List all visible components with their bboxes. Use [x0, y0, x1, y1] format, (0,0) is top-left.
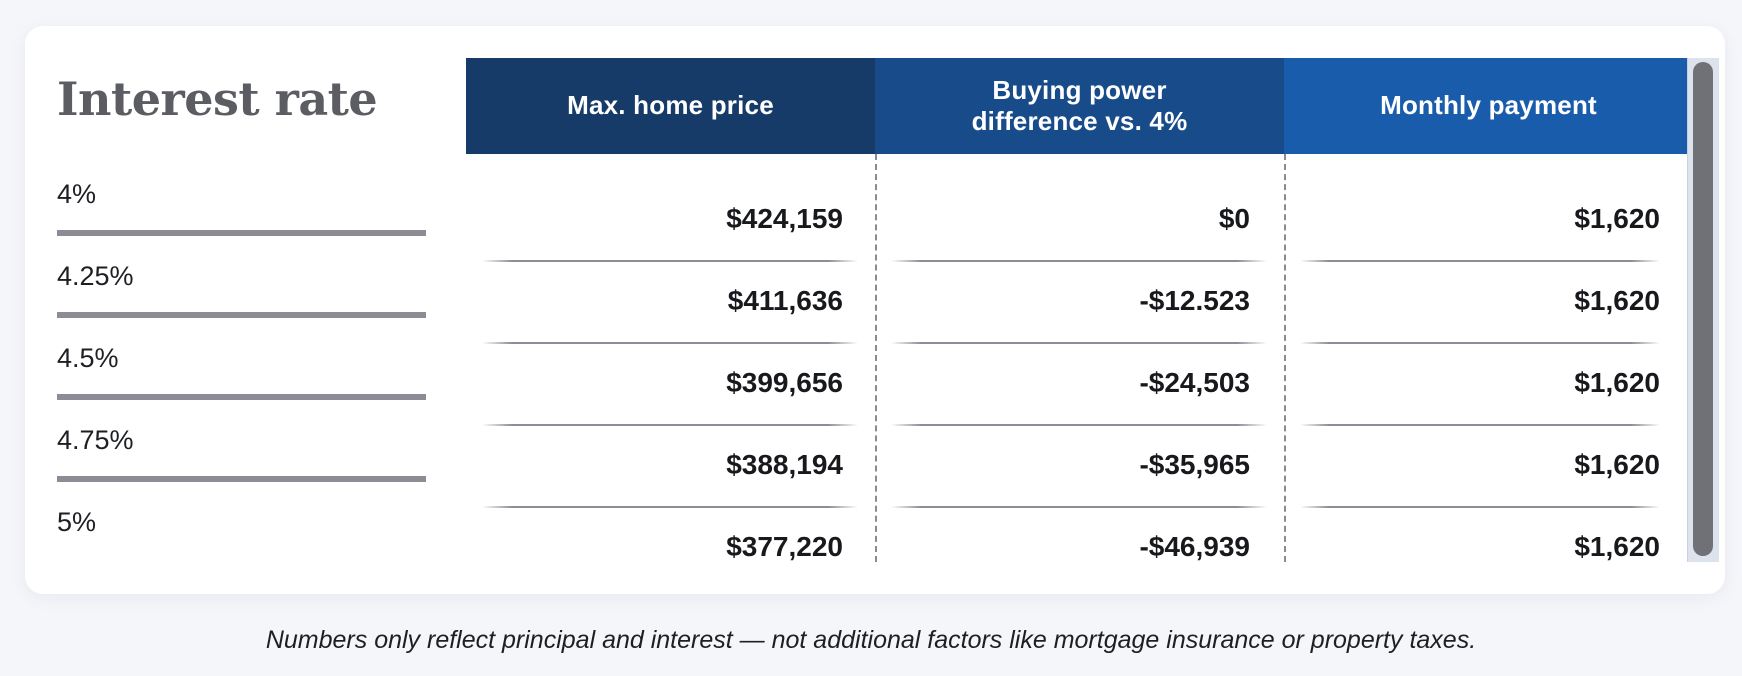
rate-divider [57, 312, 426, 318]
footnote: Numbers only reflect principal and inter… [265, 626, 1477, 654]
header-monthly-payment: Monthly payment [1284, 58, 1693, 154]
header-label: Monthly payment [1380, 90, 1597, 121]
cell-monthly-payment: $1,620 [1574, 285, 1660, 316]
rate-label: 4.75% [57, 425, 134, 455]
cell-monthly-payment: $1,620 [1574, 367, 1660, 398]
rate-label: 4.25% [57, 261, 134, 291]
cell-monthly-payment: $1,620 [1574, 203, 1660, 234]
header-max-home-price: Max. home price [466, 58, 875, 154]
row-divider [482, 424, 858, 426]
rate-label: 4% [57, 179, 97, 209]
cell-max-home-price: $411,636 [727, 285, 843, 316]
cell-buying-power-difference: -$24,503 [1139, 367, 1250, 398]
row-divider [482, 260, 858, 262]
row-divider [482, 506, 858, 508]
row-divider [891, 342, 1267, 344]
row-divider [1300, 506, 1660, 508]
cell-buying-power-difference: -$35,965 [1139, 449, 1250, 480]
cell-monthly-payment: $1,620 [1574, 531, 1660, 562]
rate-label: 5% [57, 507, 97, 537]
cell-monthly-payment: $1,620 [1574, 449, 1660, 480]
table-scrollbar-thumb[interactable] [1693, 62, 1713, 556]
interest-rate-title: Interest rate [57, 72, 378, 126]
row-divider [1300, 424, 1660, 426]
row-divider [482, 342, 858, 344]
cell-max-home-price: $399,656 [726, 367, 843, 398]
cell-buying-power-difference: -$12.523 [1139, 285, 1250, 316]
row-divider [891, 506, 1267, 508]
rate-comparison-card: Interest rate 4% 4.25% 4.5% 4.75% 5% Max… [25, 26, 1725, 594]
rate-label: 4.5% [57, 343, 119, 373]
cell-max-home-price: $377,220 [726, 531, 843, 562]
header-buying-power-difference: Buying power difference vs. 4% [875, 58, 1284, 154]
row-divider [1300, 342, 1660, 344]
row-divider [891, 260, 1267, 262]
column-divider [875, 154, 877, 562]
rate-divider [57, 476, 426, 482]
row-divider [1300, 260, 1660, 262]
header-label: Max. home price [567, 90, 774, 121]
cell-buying-power-difference: $0 [1218, 203, 1250, 234]
header-label: Buying power difference vs. 4% [971, 74, 1188, 136]
cell-buying-power-difference: -$46,939 [1139, 531, 1250, 562]
row-divider [891, 424, 1267, 426]
cell-max-home-price: $388,194 [726, 449, 843, 480]
cell-max-home-price: $424,159 [726, 203, 843, 234]
rate-table[interactable]: Max. home price Buying power difference … [466, 58, 1700, 562]
rate-divider [57, 230, 426, 236]
rate-divider [57, 394, 426, 400]
column-divider [1284, 154, 1286, 562]
